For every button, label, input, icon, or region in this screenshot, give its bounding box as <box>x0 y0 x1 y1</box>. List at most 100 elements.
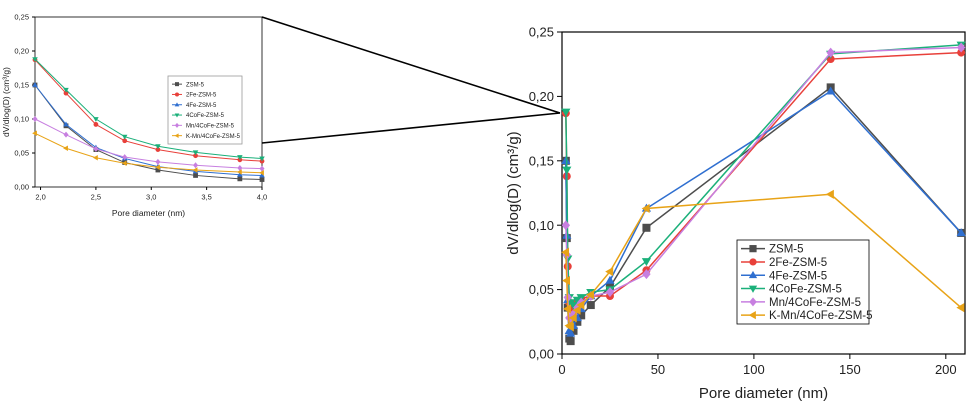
main-legend-label: ZSM-5 <box>769 244 804 256</box>
main-series-k-mn-4cofe-zsm-5 <box>561 189 965 332</box>
inset-series-k-mn-4cofe-zsm-5 <box>32 130 264 176</box>
main-legend-marker <box>749 245 757 253</box>
main-data-point <box>576 300 585 310</box>
inset-data-point <box>32 57 38 63</box>
main-data-point <box>561 108 571 117</box>
inset-data-point <box>259 165 265 172</box>
inset-data-point <box>193 173 198 178</box>
inset-chart: 2,0 2,5 3,0 3,5 4,0 0,00 0,05 0,10 0,15 0,20 0,25 P… <box>1 13 267 218</box>
inset-data-point <box>122 154 128 161</box>
inset-data-point <box>259 172 265 178</box>
zoom-connector-lines <box>261 16 561 144</box>
inset-data-point <box>32 130 37 137</box>
main-data-point <box>826 86 836 95</box>
main-data-point <box>562 304 571 314</box>
inset-y-tick-label: 0,10 <box>14 115 29 124</box>
main-x-axis-label: Pore diameter (nm) <box>699 385 828 402</box>
inset-data-point <box>93 117 99 122</box>
inset-data-point <box>259 177 265 182</box>
inset-data-point <box>93 122 99 127</box>
inset-data-point <box>32 82 38 87</box>
main-legend-marker <box>749 258 757 266</box>
main-data-point <box>561 156 571 164</box>
inset-data-point <box>63 87 69 93</box>
inset-x-tick-label: 2,5 <box>91 193 101 202</box>
main-chart: 0 50 100 150 200 0,00 0,05 0,10 0,15 0,20 0,25 Pore… <box>505 25 966 402</box>
inset-data-point <box>63 90 69 96</box>
inset-legend-box <box>167 75 243 145</box>
main-legend-marker <box>749 297 757 307</box>
inset-legend-label: K-Mn/4CoFe-ZSM-5 <box>186 134 241 140</box>
inset-data-point <box>192 167 198 173</box>
main-legend-label: 4Fe-ZSM-5 <box>769 270 827 282</box>
inset-series-line <box>34 58 263 159</box>
main-legend-box <box>736 239 870 325</box>
main-data-point <box>605 266 614 277</box>
inset-data-point <box>32 116 38 122</box>
inset-y-tick-label: 0,05 <box>14 149 29 158</box>
inset-legend-item-zsm-5: ZSM-5 <box>172 82 205 88</box>
main-legend-label: Mn/4CoFe-ZSM-5 <box>769 297 861 309</box>
zoom-line-lower <box>261 112 561 144</box>
inset-data-point <box>155 167 161 173</box>
main-data-point <box>573 317 582 326</box>
main-legend-item-4cofe-zsm-5: 4CoFe-ZSM-5 <box>741 284 842 296</box>
inset-series-mn-4cofe-zsm-5 <box>32 116 265 172</box>
main-data-point <box>605 287 615 298</box>
main-data-point <box>566 328 576 337</box>
inset-data-point <box>237 164 243 171</box>
inset-data-point <box>155 147 161 153</box>
inset-series-line <box>34 132 263 174</box>
inset-data-point <box>121 160 127 166</box>
inset-data-point <box>192 150 199 156</box>
main-data-point <box>572 305 581 315</box>
inset-data-point <box>93 145 99 152</box>
inset-data-point <box>121 134 128 140</box>
main-data-point <box>605 275 615 284</box>
main-data-point <box>561 220 571 231</box>
inset-y-tick-label: 0,25 <box>14 13 29 22</box>
inset-series-line <box>34 84 263 176</box>
inset-series-4cofe-zsm-5 <box>32 57 265 162</box>
inset-data-point <box>237 171 243 177</box>
main-legend-item-4fe-zsm-5: 4Fe-ZSM-5 <box>741 270 827 282</box>
inset-legend-marker <box>175 82 179 87</box>
main-y-tick-label: 0,25 <box>529 25 554 40</box>
main-legend-marker <box>748 270 758 279</box>
main-x-tick-label: 150 <box>839 362 861 377</box>
zoom-line-upper <box>261 16 561 114</box>
inset-data-point <box>63 145 68 151</box>
main-legend-item-zsm-5: ZSM-5 <box>741 244 804 256</box>
inset-legend: ZSM-5 2Fe-ZSM-5 4Fe-ZSM-5 4CoFe-ZSM-5 Mn/4Co… <box>167 75 243 145</box>
inset-legend-marker <box>175 92 179 97</box>
main-data-point <box>956 42 966 53</box>
inset-data-point <box>155 144 161 150</box>
inset-legend-label: 4Fe-ZSM-5 <box>186 103 217 109</box>
main-y-tick-label: 0,10 <box>529 218 554 233</box>
inset-data-point <box>237 176 243 182</box>
inset-legend-marker <box>174 133 179 138</box>
inset-y-tick-label: 0,15 <box>14 81 29 90</box>
inset-data-point <box>122 138 128 144</box>
main-data-point <box>566 337 575 346</box>
inset-y-tick-label: 0,20 <box>14 47 29 56</box>
main-data-point <box>826 47 835 58</box>
inset-x-tick-label: 3,0 <box>146 193 156 202</box>
inset-data-point <box>236 169 242 175</box>
main-data-point <box>562 166 572 175</box>
inset-series-line <box>34 84 263 181</box>
inset-x-tick-label: 4,0 <box>257 193 267 202</box>
main-legend-label: 2Fe-ZSM-5 <box>769 257 827 269</box>
main-legend-item-mn-4cofe-zsm-5: Mn/4CoFe-ZSM-5 <box>741 297 861 309</box>
main-x-tick-label: 200 <box>935 362 957 377</box>
inset-legend-label: Mn/4CoFe-ZSM-5 <box>186 123 235 129</box>
main-series-4cofe-zsm-5 <box>561 41 966 310</box>
main-y-tick-label: 0,05 <box>529 282 554 297</box>
main-legend-label: K-Mn/4CoFe-ZSM-5 <box>769 310 873 322</box>
inset-y-tick-label: 0,00 <box>14 183 29 192</box>
inset-x-tick-label: 3,5 <box>201 193 211 202</box>
main-legend-item-2fe-zsm-5: 2Fe-ZSM-5 <box>741 257 827 269</box>
inset-plot-frame <box>34 16 263 188</box>
